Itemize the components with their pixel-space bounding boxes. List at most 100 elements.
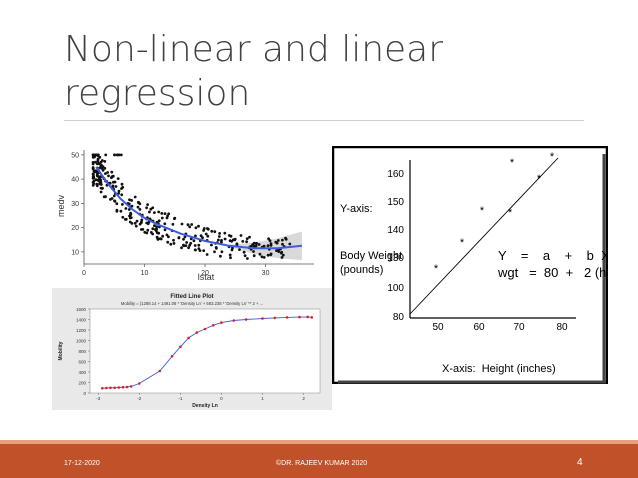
scatter-point [95,162,99,166]
scatter-point [98,166,102,170]
data-star: * [537,173,542,185]
scatter-point [172,238,175,242]
scatter-point [120,182,124,186]
scatter-point [198,249,202,252]
scatter-point [205,253,209,256]
scatter-point [276,239,280,242]
fitted-plot-title: Fitted Line Plot [170,294,213,300]
fitted-plot-point [138,382,141,385]
scatter-point [266,244,270,248]
scatter-point [106,171,109,174]
scatter-point [186,223,190,227]
scatter-y-label: medv [56,195,66,218]
fitted-plot-point [203,327,207,331]
y-axis-caption: Y-axis: [340,203,373,215]
x-tick-label: 2 [302,396,305,401]
fitted-plot-point [187,336,190,340]
y-tick-label: 140 [387,225,404,236]
fitted-plot-x-ticks: -3 -2 -1 0 1 2 [96,393,305,401]
data-star: * [434,263,439,275]
scatter-point [143,230,147,234]
x-tick-label: 30 [262,270,270,277]
scatter-point [180,246,183,250]
data-star: * [508,207,513,219]
scatter-point [160,216,164,220]
y-tick-label: 600 [78,359,86,364]
scatter-point [138,208,142,211]
scatter-point [213,230,217,233]
x-axis-caption: X-axis: Height (inches) [442,363,556,375]
scatter-point [217,235,221,238]
scatter-point [238,248,241,251]
scatter-point [233,238,237,242]
fitted-plot-y-ticks: 0 200 400 600 800 1000 1200 1400 1600 [76,307,90,396]
fitted-plot-point [170,355,174,358]
scatter-point [134,224,138,228]
scatter-point [157,210,161,214]
y-tick-label: 1600 [76,307,87,312]
scatter-point [194,248,197,252]
scatter-point [140,218,144,222]
data-star: * [550,151,555,163]
scatter-point [96,174,100,178]
scatter-point [146,228,150,232]
fitted-plot-x-label: Density Ln [192,403,218,409]
scatter-point [219,254,222,258]
scatter-point [260,255,264,259]
scatter-point [281,238,284,242]
scatter-point [218,232,222,235]
scatter-point [269,244,273,247]
scatter-point [229,256,232,260]
fitted-plot-point [306,315,309,319]
scatter-point [130,222,134,225]
fitted-plot-point [109,386,112,390]
scatter-point [183,235,187,239]
linear-regression-diagram: * * * * * * * 80 100 130 140 150 160 50 60 70 80 Y-axi… [332,146,608,384]
scatter-point [155,235,159,239]
scatter-point [155,229,158,233]
scatter-point [188,243,192,247]
scatter-point [103,166,107,170]
scatter-point [107,174,110,178]
scatter-point [202,227,206,230]
fitted-plot-point [195,331,199,334]
footer-copyright: ©DR. RAJEEV KUMAR 2020 [276,460,368,467]
general-equation: Y = a + b X [498,248,608,263]
scatter-point [245,240,249,244]
scatter-point [108,181,112,185]
scatter-point [130,199,133,202]
x-tick-label: 0 [82,270,86,277]
y-tick-label: 800 [78,349,86,354]
scatter-point [135,219,139,223]
regression-y-ticks: 80 100 130 140 150 160 [387,169,404,323]
fitted-plot-point [285,316,289,319]
data-star: * [510,157,515,169]
scatter-point [127,208,131,211]
data-star: * [460,237,465,249]
scatter-point [166,240,170,244]
x-tick-label: 10 [141,270,149,277]
confidence-band-area [229,231,302,261]
body-weight-label: Body Weight [340,250,402,262]
scatter-point [213,250,216,254]
fitted-plot-points [101,315,314,390]
scatter-point [284,237,288,241]
scatter-point [133,195,137,199]
scatter-y-ticks: 10 20 30 40 50 [71,152,84,256]
scatter-point [220,240,223,244]
scatter-point [220,250,224,254]
scatter-point [114,185,118,188]
scatter-point [210,243,213,247]
scatter-point [153,224,156,227]
fitted-plot-point [158,369,162,373]
scatter-point [121,215,125,219]
data-star: * [480,205,485,217]
x-tick-label: 0 [220,396,223,401]
regression-line [409,157,559,315]
slide-title: Non-linear and linear regression [64,28,584,116]
scatter-point [100,164,103,167]
scatter-point [151,227,155,231]
y-tick-label: 50 [71,152,79,159]
fitted-line-plot: Fitted Line Plot Mobility = (1288.14 + 1… [52,288,332,410]
x-tick-label: 80 [556,322,568,333]
